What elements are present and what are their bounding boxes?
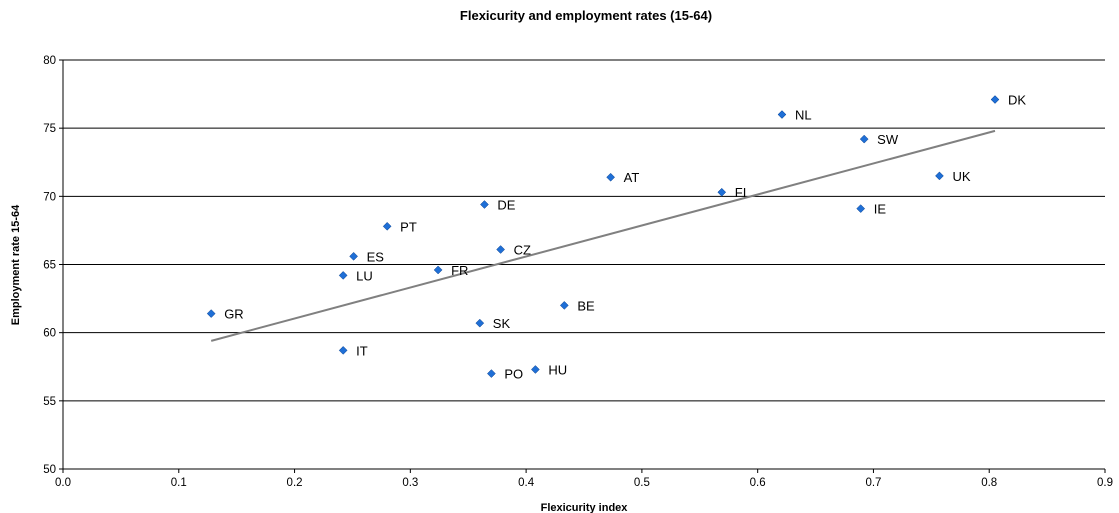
x-tick-label: 0.9 <box>1097 477 1113 489</box>
data-point-de <box>480 200 489 209</box>
point-label-it: IT <box>356 343 368 358</box>
x-tick-label: 0.3 <box>402 477 418 489</box>
point-label-fi: FI <box>735 185 747 200</box>
point-label-nl: NL <box>795 108 812 123</box>
y-axis-title: Employment rate 15-64 <box>10 204 22 325</box>
data-point-dk <box>990 95 1000 104</box>
y-tick-label: 75 <box>43 123 56 135</box>
x-tick-label: 0.1 <box>171 477 187 489</box>
y-tick-label: 60 <box>43 328 56 340</box>
chart-title: Flexicurity and employment rates (15-64) <box>460 8 712 23</box>
y-tick-label: 55 <box>43 396 56 408</box>
point-label-sw: SW <box>877 132 899 147</box>
point-label-lu: LU <box>356 268 373 283</box>
data-point-fr <box>433 265 443 275</box>
x-tick-label: 0.5 <box>634 477 650 489</box>
point-label-hu: HU <box>548 362 567 377</box>
data-point-sk <box>475 318 485 328</box>
point-label-fr: FR <box>451 263 468 278</box>
point-label-be: BE <box>577 298 595 313</box>
x-tick-label: 0.7 <box>865 477 881 489</box>
data-point-gr <box>206 309 216 318</box>
trendline <box>210 129 996 342</box>
x-tick-label: 0.6 <box>750 477 766 489</box>
data-point-be <box>559 301 569 310</box>
data-point-po <box>487 369 496 378</box>
trendline-group <box>210 129 996 342</box>
data-point-uk <box>935 171 944 181</box>
point-label-cz: CZ <box>514 243 531 258</box>
point-label-at: AT <box>624 170 640 185</box>
data-point-nl <box>777 110 787 119</box>
x-tick-label: 0.0 <box>55 477 71 489</box>
data-point-sw <box>859 134 869 144</box>
axes: 50 55 60 65 70 75 80 0.0 0.1 0.2 0.3 0.4 0.5 0.6 0.7 0.… <box>43 55 1113 489</box>
data-point-lu <box>338 271 348 280</box>
x-tick-label: 0.2 <box>287 477 303 489</box>
y-tick-label: 65 <box>43 260 56 272</box>
x-tick-label: 0.4 <box>518 477 535 489</box>
y-tick-label: 50 <box>43 464 56 476</box>
point-label-po: PO <box>504 367 523 382</box>
point-label-sk: SK <box>493 316 511 331</box>
data-point-fi <box>717 187 727 197</box>
x-axis-title: Flexicurity index <box>541 502 629 513</box>
data-point-it <box>338 346 348 355</box>
data-point-ie <box>856 204 866 213</box>
data-points: DK NL SW UK AT FI IE DE PT CZ ES FR LU BE GR SK IT HU PO <box>206 93 1026 382</box>
point-label-ie: IE <box>874 202 887 217</box>
gridlines <box>63 59 1105 402</box>
x-tick-label: 0.8 <box>981 477 997 489</box>
point-label-de: DE <box>497 198 515 213</box>
data-point-hu <box>531 365 540 374</box>
point-label-pt: PT <box>400 219 417 234</box>
y-tick-label: 80 <box>43 55 56 67</box>
data-point-at <box>606 172 615 182</box>
data-point-pt <box>382 221 392 231</box>
point-label-gr: GR <box>224 307 244 322</box>
y-tick-label: 70 <box>43 191 56 203</box>
point-label-uk: UK <box>952 169 970 184</box>
point-label-dk: DK <box>1008 93 1026 108</box>
data-point-cz <box>496 245 505 254</box>
point-label-es: ES <box>367 249 385 264</box>
data-point-es <box>349 251 358 261</box>
